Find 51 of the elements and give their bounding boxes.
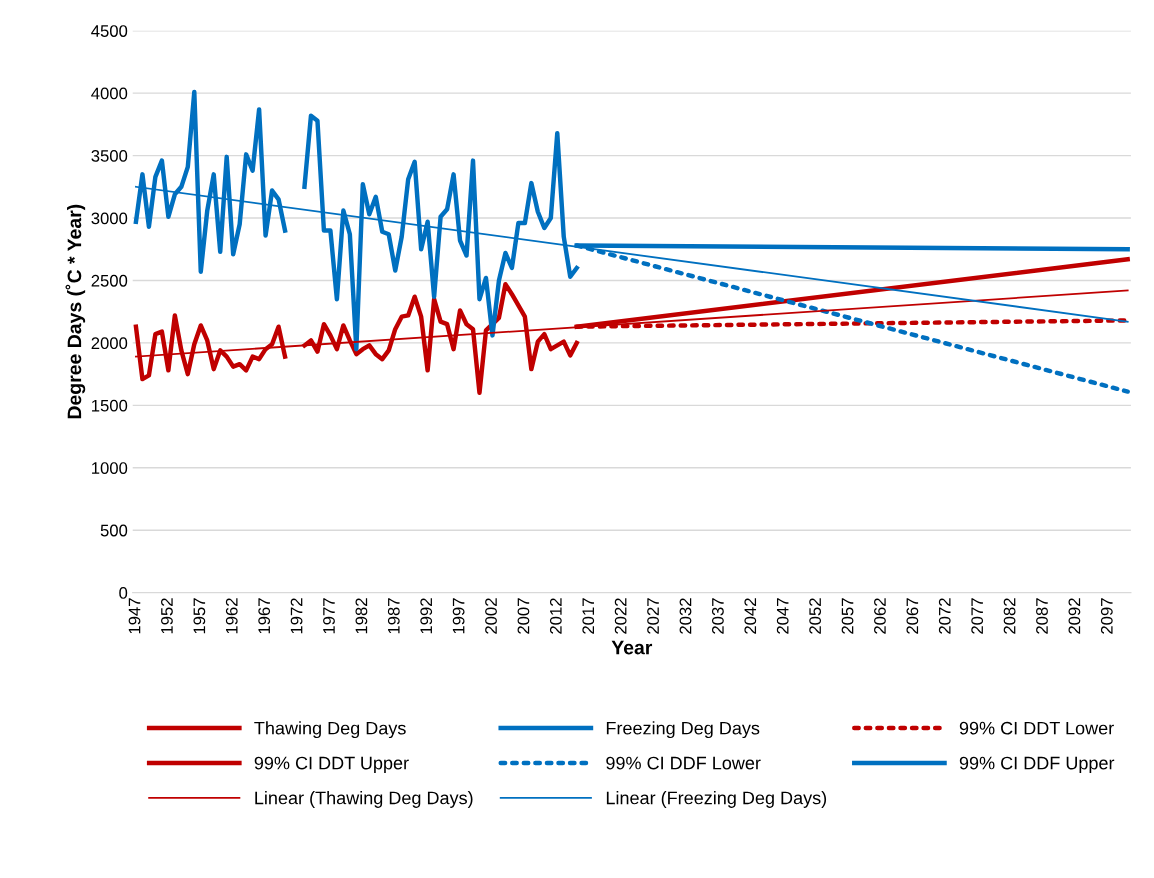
x-tick-label: 1977 [323,598,335,634]
y-axis-title: Degree Days (˚C * Year) [65,204,86,419]
x-tick-label: 2072 [938,598,951,634]
x-tick-label: 2087 [1036,598,1048,634]
x-tick-label: 1992 [420,598,433,634]
x-tick-label: 2007 [517,598,530,634]
y-tick-label: 500 [100,524,128,537]
x-tick-label: 1997 [452,598,465,634]
x-tick-label: 2052 [809,598,822,634]
legend-label: Thawing Deg Days [254,721,406,739]
x-tick-label: 2027 [647,598,659,634]
x-axis-title: Year [611,640,653,655]
y-tick-label: 2500 [91,274,128,287]
x-tick-label: 1962 [225,598,238,634]
legend-label: 99% CI DDF Lower [606,756,761,770]
x-tick-label: 1947 [128,598,141,634]
x-tick-label: 1957 [193,598,206,634]
x-tick-label: 1967 [258,598,271,634]
legend-label: 99% CI DDT Upper [254,756,409,773]
x-tick-label: 2062 [874,598,886,634]
y-tick-label: 4500 [91,25,128,37]
y-tick-label: 1000 [92,462,128,474]
x-tick-label: 2032 [679,598,692,634]
x-tick-label: 2037 [711,598,724,634]
x-tick-label: 2082 [1003,598,1016,634]
x-tick-label: 1952 [161,598,173,634]
x-tick-label: 2097 [1100,598,1113,634]
legend-label: 99% CI DDF Upper [959,756,1115,773]
y-tick-label: 1500 [92,399,128,412]
x-tick-label: 1982 [355,598,368,634]
legend-label: Linear (Freezing Deg Days) [606,791,827,808]
x-tick-label: 2022 [614,598,627,634]
x-tick-label: 2042 [744,598,757,634]
x-tick-label: 2012 [549,598,562,634]
y-tick-label: 4000 [91,87,128,100]
y-tick-label: 2000 [91,337,128,350]
x-tick-label: 2017 [582,598,595,634]
x-tick-label: 2047 [776,598,789,634]
legend-label: Freezing Deg Days [606,721,760,739]
x-tick-label: 2067 [906,598,919,634]
x-tick-label: 2077 [971,598,984,634]
y-tick-label: 3000 [91,212,128,225]
legend-label: Linear (Thawing Deg Days) [255,791,473,808]
y-tick-label: 3500 [91,150,128,162]
y-tick-label: 0 [119,587,128,599]
x-tick-label: 2092 [1068,598,1081,634]
x-tick-label: 2002 [485,598,497,634]
x-tick-label: 2057 [841,598,854,634]
x-tick-label: 1987 [387,598,400,634]
x-tick-label: 1972 [290,598,303,634]
legend-label: 99% CI DDT Lower [959,721,1114,735]
